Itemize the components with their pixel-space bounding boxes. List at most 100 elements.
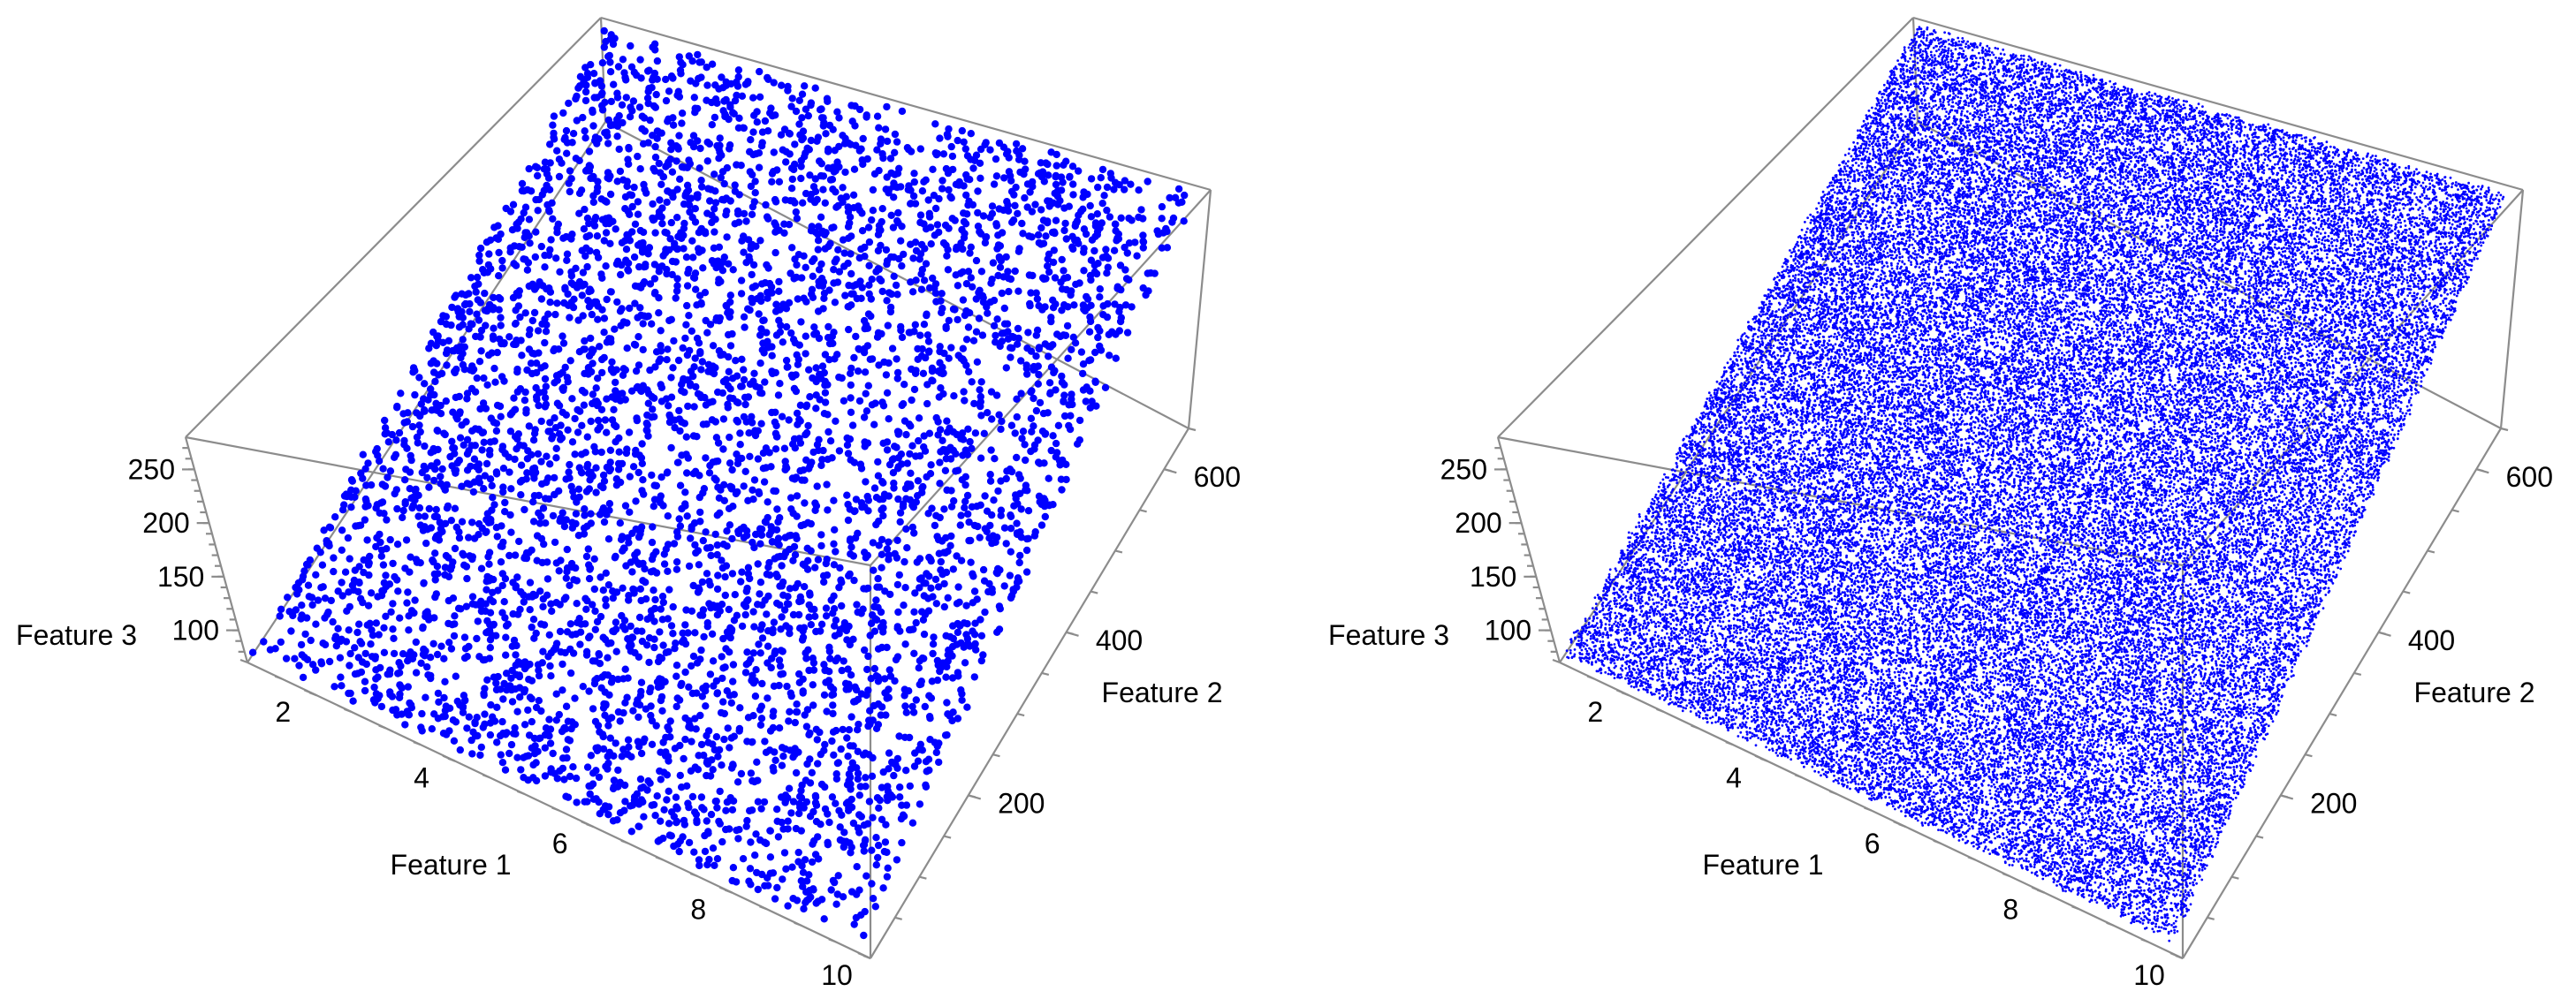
x-minor-tick [1967, 856, 1976, 861]
x-minor-tick [239, 658, 248, 664]
x-minor-tick [447, 757, 456, 762]
y-minor-tick [968, 794, 976, 798]
z-tick-label: 100 [172, 615, 219, 647]
x-minor-tick [862, 954, 871, 960]
x-minor-tick [1794, 774, 1803, 779]
x-minor-tick [1621, 692, 1630, 697]
x-minor-tick [551, 806, 559, 812]
z-axis-label: Feature 3 [1328, 619, 1449, 651]
x-tick-label: 10 [2133, 959, 2165, 991]
z-tick-label: 150 [157, 561, 204, 593]
y-minor-tick [2402, 590, 2411, 594]
x-minor-tick [1586, 675, 1595, 680]
z-tick-label: 200 [142, 507, 189, 539]
y-tick-label: 200 [2310, 787, 2357, 819]
box-edge [600, 16, 1212, 192]
z-tick-label: 100 [1485, 615, 1531, 647]
x-minor-tick [759, 905, 767, 911]
x-minor-tick [1725, 741, 1734, 746]
x-minor-tick [1933, 839, 1941, 844]
y-minor-tick [1164, 468, 1172, 473]
y-minor-tick [992, 753, 1000, 758]
x-tick-label: 2 [1587, 696, 1603, 728]
y-minor-tick [2207, 916, 2215, 920]
x-tick-label: 8 [690, 894, 706, 926]
box-edge [1912, 16, 2524, 192]
y-minor-tick [2280, 794, 2289, 798]
x-minor-tick [516, 790, 525, 795]
data-points [248, 26, 1189, 940]
x-minor-tick [1759, 757, 1768, 762]
y-minor-tick [2427, 549, 2435, 554]
x-minor-tick [482, 774, 490, 779]
y-minor-tick [1016, 713, 1025, 717]
data-points [1565, 26, 2505, 942]
y-minor-tick [2329, 713, 2337, 717]
y-minor-tick [2255, 835, 2264, 839]
z-tick-label: 200 [1455, 507, 1501, 539]
x-tick-label: 8 [2002, 894, 2018, 926]
y-minor-tick [2476, 468, 2484, 473]
box-edge [2182, 428, 2502, 959]
z-tick-label: 250 [1440, 453, 1487, 485]
box-edge [1497, 435, 2184, 567]
y-minor-tick [943, 835, 952, 839]
x-minor-tick [378, 724, 387, 730]
x-minor-tick [724, 889, 733, 894]
y-minor-tick [2305, 753, 2313, 758]
x-minor-tick [1898, 823, 1907, 829]
y-minor-tick [1139, 509, 1147, 513]
y-minor-tick [1188, 427, 1197, 432]
x-minor-tick [1552, 658, 1561, 664]
x-minor-tick [1656, 708, 1664, 713]
box-edge [1497, 17, 1914, 438]
x-tick-label: 2 [275, 696, 291, 728]
data-point-cloud [1565, 26, 2505, 942]
z-tick-label: 250 [128, 453, 175, 485]
y-tick-label: 600 [1194, 461, 1241, 493]
x-minor-tick [344, 708, 352, 713]
x-tick-label: 6 [1865, 828, 1881, 859]
y-minor-tick [1114, 549, 1123, 554]
x-minor-tick [689, 872, 698, 877]
data-point-cloud [248, 26, 1189, 940]
box-edge [1496, 436, 1562, 663]
x-minor-tick [586, 823, 595, 829]
x-tick-label: 4 [414, 762, 429, 794]
y-minor-tick [919, 875, 927, 880]
y-minor-tick [2451, 509, 2459, 513]
x-minor-tick [828, 938, 837, 943]
y-axis-label: Feature 2 [2414, 677, 2535, 708]
x-tick-label: 4 [1726, 762, 1742, 794]
x-tick-label: 6 [552, 828, 568, 859]
x-minor-tick [2071, 905, 2079, 911]
x-minor-tick [413, 741, 422, 746]
z-tick-label: 150 [1470, 561, 1516, 593]
x-minor-tick [2106, 921, 2115, 927]
y-tick-label: 400 [2408, 624, 2455, 656]
box-edge [185, 435, 871, 567]
y-axis-label: Feature 2 [1102, 677, 1223, 708]
x-minor-tick [1828, 790, 1837, 795]
x-minor-tick [2140, 938, 2149, 943]
y-tick-label: 600 [2506, 461, 2553, 493]
x-minor-tick [2175, 954, 2184, 960]
y-minor-tick [894, 916, 902, 920]
z-axis-label: Feature 3 [16, 619, 137, 651]
scatter-panel-right: 2 4 6 8 10 200 400 600 100 150 200 250 Feature 1 Feat… [1328, 16, 2553, 991]
x-minor-tick [2036, 889, 2045, 894]
x-minor-tick [1864, 806, 1872, 812]
y-minor-tick [1090, 590, 1098, 594]
box-edge [185, 17, 602, 438]
y-minor-tick [2231, 875, 2239, 880]
y-minor-tick [2353, 671, 2362, 676]
x-minor-tick [620, 839, 629, 844]
scatter-panel-left: 2 4 6 8 10 200 400 600 100 150 200 250 Feature 1 Feat… [16, 16, 1241, 991]
y-minor-tick [1066, 631, 1074, 635]
x-tick-label: 10 [821, 959, 853, 991]
y-tick-label: 400 [1096, 624, 1143, 656]
y-minor-tick [2378, 631, 2386, 635]
x-minor-tick [2002, 872, 2010, 877]
x-minor-tick [655, 856, 664, 861]
